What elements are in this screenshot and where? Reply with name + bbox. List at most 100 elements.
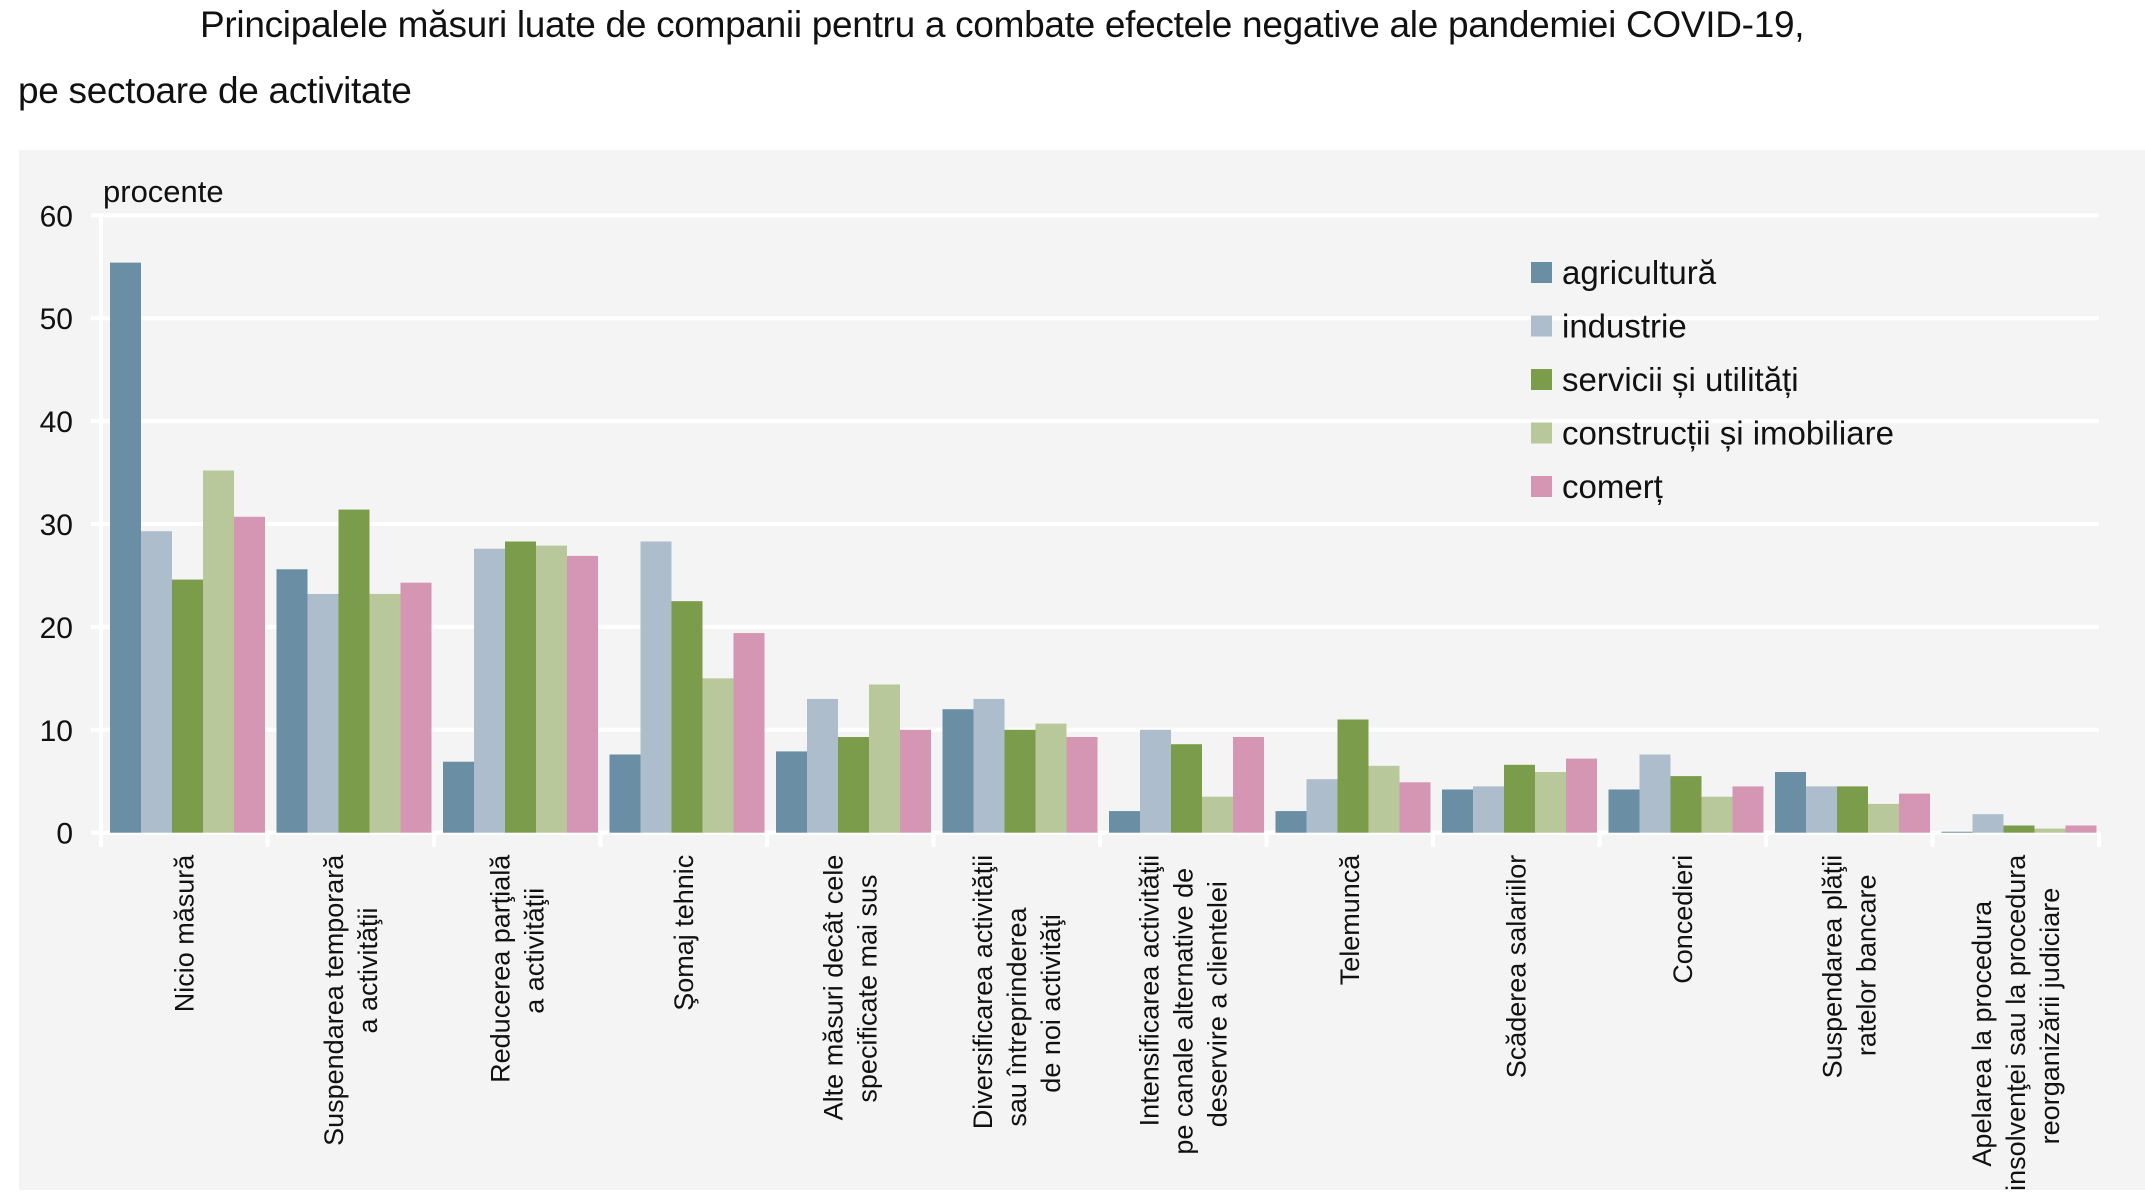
bars: [110, 262, 2097, 833]
legend-label: comerț: [1562, 468, 1663, 505]
y-tick-label: 10: [40, 715, 73, 748]
bar-1-1: [307, 593, 339, 833]
bar-10-1: [1806, 786, 1837, 833]
legend-label: construcții și imobiliare: [1562, 415, 1894, 452]
legend-swatch: [1531, 315, 1552, 337]
x-category-label-line: Suspendarea temporară: [319, 854, 349, 1146]
bar-11-0: [1941, 831, 1973, 833]
bar-5-3: [1035, 723, 1067, 833]
x-category-label-line: Telemuncă: [1335, 854, 1365, 986]
bar-2-3: [536, 545, 567, 833]
bar-1-3: [369, 593, 401, 833]
x-category-label: Scăderea salariilor: [1501, 855, 1531, 1079]
x-category-label-line: a activităţii: [353, 908, 383, 1034]
chart-title-line-2: pe sectoare de activitate: [18, 70, 412, 111]
bar-6-4: [1233, 737, 1264, 833]
legend-swatch: [1531, 476, 1552, 497]
bar-8-2: [1504, 764, 1535, 833]
y-tick-label: 50: [40, 303, 73, 336]
bar-11-4: [2065, 825, 2097, 833]
bar-1-0: [276, 569, 308, 833]
bar-10-2: [1837, 786, 1868, 833]
bar-0-2: [172, 579, 203, 833]
bar-3-4: [733, 633, 765, 833]
bar-3-2: [671, 601, 703, 833]
x-category-label-line: Intensificarea activităţii: [1134, 855, 1164, 1127]
bar-6-1: [1140, 729, 1171, 833]
bar-4-2: [838, 737, 869, 833]
bar-5-0: [942, 709, 974, 833]
bar-1-2: [338, 509, 370, 833]
bar-4-1: [807, 698, 838, 833]
bar-8-3: [1535, 771, 1566, 833]
bar-9-0: [1608, 789, 1640, 833]
legend-label: industrie: [1562, 308, 1687, 345]
y-tick-label: 0: [56, 818, 73, 851]
bar-6-0: [1109, 811, 1140, 833]
bar-10-0: [1775, 771, 1806, 833]
x-category-label-line: Nicio măsură: [169, 854, 199, 1013]
x-category-label-line: Şomaj tehnic: [669, 855, 699, 1011]
bar-5-4: [1066, 737, 1098, 833]
x-category-label: Telemuncă: [1335, 854, 1365, 986]
x-category-label-line: de noi activităţi: [1036, 914, 1066, 1093]
y-tick-label: 30: [40, 509, 73, 542]
bar-0-1: [141, 531, 172, 833]
bar-1-4: [400, 582, 432, 833]
x-category-label: Alte măsuri decât cele specificate mai su…: [818, 855, 882, 1121]
bar-10-3: [1868, 803, 1899, 833]
chart-panel: 0 10 20 30 40 50 60 Nicio măsură Suspendarea te…: [19, 150, 2145, 1190]
x-category-label-line: reorganizării judiciare: [2035, 888, 2065, 1145]
x-category-label-line: pe canale alternative de: [1168, 868, 1198, 1155]
bar-11-3: [2034, 828, 2066, 833]
bar-3-3: [702, 678, 734, 833]
bar-10-4: [1899, 793, 1930, 833]
bar-9-2: [1670, 776, 1702, 833]
y-tick-label: 20: [40, 612, 73, 645]
x-category-label: Concedieri: [1668, 855, 1698, 984]
x-category-label: Intensificarea activităţii pe canale alte…: [1134, 855, 1232, 1155]
x-category-label-line: insolvenţei sau la procedura: [2001, 854, 2031, 1190]
x-category-label-line: Suspendarea plăţii: [1817, 855, 1847, 1079]
bar-7-2: [1337, 719, 1369, 833]
bar-3-0: [609, 754, 641, 833]
x-category-label-line: Concedieri: [1668, 855, 1698, 984]
x-category-label: Apelarea la procedura insolvenţei sau la …: [1967, 854, 2065, 1190]
bar-2-2: [505, 541, 536, 833]
bar-7-0: [1275, 811, 1307, 833]
legend-swatch: [1531, 369, 1552, 390]
x-category-label-line: ratelor bancare: [1851, 875, 1881, 1057]
y-axis: 0 10 20 30 40 50 60: [40, 200, 73, 850]
bar-5-2: [1004, 729, 1036, 833]
chart-title-line-1: Principalele măsuri luate de companii pe…: [200, 4, 1805, 45]
y-axis-unit-label: procente: [103, 174, 224, 209]
x-category-label: Suspendarea plăţii ratelor bancare: [1817, 855, 1881, 1079]
x-axis: Nicio măsură Suspendarea temporară a activ…: [99, 832, 2101, 1190]
x-category-label-line: Reducerea parţială: [485, 854, 515, 1083]
legend-swatch: [1531, 262, 1552, 283]
bar-8-1: [1473, 786, 1504, 833]
bar-0-3: [203, 470, 234, 833]
x-category-label: Şomaj tehnic: [669, 855, 699, 1011]
bar-7-1: [1306, 779, 1338, 833]
bar-7-4: [1399, 782, 1431, 833]
x-category-label-line: deservire a clientelei: [1202, 881, 1232, 1127]
bar-8-0: [1442, 789, 1473, 833]
bar-11-1: [1972, 814, 2004, 833]
x-category-label: Suspendarea temporară a activităţii: [319, 854, 383, 1146]
bar-4-4: [900, 729, 931, 833]
x-category-label-line: specificate mai sus: [852, 875, 882, 1103]
bar-8-4: [1566, 758, 1597, 833]
bar-0-4: [234, 516, 265, 833]
x-category-label-line: a activităţii: [519, 888, 549, 1014]
bar-2-1: [474, 548, 505, 833]
bar-2-4: [567, 555, 598, 833]
x-category-label-line: Diversificarea activităţii: [968, 855, 998, 1130]
bar-9-4: [1732, 786, 1764, 833]
x-category-label-line: sau întreprinderea: [1002, 907, 1032, 1127]
bar-6-2: [1171, 744, 1202, 833]
bar-6-3: [1202, 796, 1233, 833]
x-category-label: Nicio măsură: [169, 854, 199, 1013]
x-category-label: Diversificarea activităţii sau întreprind…: [968, 855, 1066, 1130]
bar-4-0: [776, 751, 807, 833]
